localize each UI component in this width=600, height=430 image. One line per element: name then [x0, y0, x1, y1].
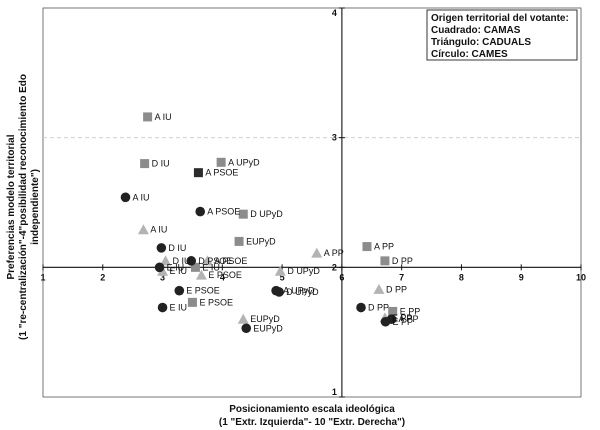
x-axis-title-line1: Posicionamiento escala ideológica [229, 404, 395, 415]
legend-entry-triangle: Triángulo: CADUALS [431, 37, 531, 48]
legend-entry-circle: Círculo: CAMES [431, 49, 508, 60]
point-square [388, 306, 398, 316]
point-label: E IU [170, 266, 188, 276]
point-circle [156, 243, 167, 253]
x-tick-label: 2 [100, 272, 105, 282]
legend: Origen territorial del votante: Cuadrado… [426, 9, 578, 61]
point-circle [120, 192, 131, 203]
x-tick-label: 3 [160, 272, 165, 282]
point-label: E PSOE [199, 297, 233, 307]
point-circle [241, 323, 252, 334]
point-label: A PP [324, 248, 344, 258]
point-label: E IU [170, 303, 188, 313]
point-label: D IU [173, 256, 191, 266]
point-label: A UPyD [228, 157, 260, 167]
point-label: A UPyD [283, 286, 315, 296]
point-square [187, 297, 197, 307]
point-circle [195, 206, 206, 217]
point-triangle [274, 265, 286, 276]
point-square [216, 157, 226, 167]
point-circle [356, 302, 366, 313]
tick-labels: 1 2 3 4 5 6 7 8 9 10 1 2 3 4 [40, 8, 586, 397]
point-label: D IU [168, 243, 186, 253]
point-label: D PP [386, 284, 407, 294]
point-label: A PSOE [214, 256, 247, 266]
point-label: A PSOE [207, 207, 240, 217]
legend-entry-square: Cuadrado: CAMAS [431, 25, 521, 36]
point-label: D UPyD [286, 287, 319, 297]
point-label: D PSOE [198, 256, 232, 266]
y-axis-title-line2: (1 "re-centralización"-4"posibilidad rec… [18, 74, 29, 340]
y-tick-label: 2 [332, 262, 337, 272]
y-axis-title-line3: independiente") [30, 169, 41, 245]
point-label: D IU [152, 159, 170, 169]
point-square [143, 112, 153, 122]
point-triangle [195, 269, 207, 280]
legend-title: Origen territorial del votante: [431, 13, 569, 24]
point-triangle [311, 247, 323, 258]
point-square [362, 242, 372, 252]
x-tick-label: 9 [519, 272, 524, 282]
point-circle [154, 262, 165, 273]
point-label: EUPyD [253, 323, 283, 333]
point-label: E IU [167, 262, 185, 272]
point-label: D PP [392, 256, 413, 266]
point-square [140, 159, 150, 169]
point-triangle [237, 313, 249, 324]
point-label: D UPyD [250, 209, 283, 219]
point-circle [186, 256, 197, 266]
data-points [120, 112, 398, 334]
x-tick-label: 1 [40, 272, 45, 282]
point-label: A PSOE [205, 168, 238, 178]
y-axis-title: Preferencias modelo territorial (1 "re-c… [6, 74, 41, 340]
point-circle [274, 287, 284, 297]
point-label: A IU [132, 192, 149, 202]
point-label: E IU [202, 262, 220, 272]
point-label: A IU [150, 225, 167, 235]
point-label: E PSOE [208, 270, 242, 280]
x-tick-label: 4 [220, 272, 225, 282]
x-axis-title-line2: (1 "Extr. Izquierda"- 10 "Extr. Derecha"… [219, 417, 405, 428]
point-label: E PP [393, 317, 414, 327]
x-tick-label: 5 [280, 272, 285, 282]
x-tick-label: 6 [339, 272, 344, 282]
y-tick-label: 1 [332, 387, 337, 397]
point-square [234, 236, 244, 246]
point-label: A PP [399, 314, 419, 324]
point-triangle [201, 255, 213, 266]
point-label: E PP [392, 313, 413, 323]
point-label: D PP [368, 303, 389, 313]
y-tick-label: 3 [332, 133, 337, 143]
point-label: E PSOE [186, 286, 220, 296]
point-square [190, 262, 200, 272]
point-label: EUPyD [250, 314, 280, 324]
point-label: A IU [155, 112, 172, 122]
point-square [238, 209, 248, 219]
point-circle [157, 302, 168, 313]
point-circle [380, 316, 391, 327]
x-tick-label: 8 [459, 272, 464, 282]
point-square [193, 168, 203, 178]
point-label: EUPyD [246, 236, 276, 246]
x-tick-label: 7 [399, 272, 404, 282]
x-tick-label: 10 [576, 272, 586, 282]
legend-box [426, 9, 578, 61]
point-label: A PP [374, 242, 394, 252]
point-triangle [137, 224, 149, 235]
y-axis-title-line1: Preferencias modelo territorial [6, 134, 17, 279]
point-triangle [160, 255, 172, 266]
point-triangle [373, 283, 385, 294]
point-circle [174, 285, 185, 296]
y-tick-label: 4 [332, 8, 337, 18]
point-square [380, 256, 390, 266]
point-label: E PP [400, 306, 421, 316]
plot-frame [42, 7, 582, 398]
point-label: D UPyD [287, 266, 320, 276]
